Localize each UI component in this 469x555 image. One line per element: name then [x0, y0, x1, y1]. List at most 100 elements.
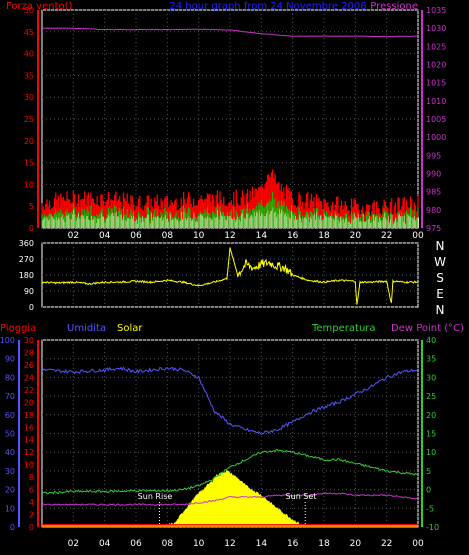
- dir-tick-label: 180: [19, 271, 34, 280]
- temp-tick-label: -10: [426, 523, 439, 532]
- top-x-tick-label: 04: [99, 231, 111, 241]
- wind-label: Forza vento(): [6, 1, 73, 12]
- rain-tick-label: 4: [29, 498, 34, 507]
- humidity-tick-label: 30: [5, 467, 15, 476]
- top-x-tick-label: 08: [162, 231, 174, 241]
- bot-x-tick-label: 18: [318, 539, 330, 549]
- top-left-tick-label: 30: [24, 93, 34, 102]
- rain-tick-label: 24: [24, 373, 34, 382]
- bot-x-tick-label: 22: [381, 539, 392, 549]
- pressure-line: [41, 27, 419, 38]
- top-x-tick-label: 16: [287, 231, 299, 241]
- top-left-tick-label: 15: [24, 159, 34, 168]
- bot-x-tick-label: 04: [99, 539, 111, 549]
- compass-label: W: [434, 255, 446, 269]
- temp-tick-label: 35: [426, 355, 436, 364]
- temp-tick-label: 0: [426, 486, 431, 495]
- top-x-tick-label: 20: [350, 231, 362, 241]
- dir-tick-label: 0: [29, 303, 34, 312]
- top-left-tick-label: 20: [24, 137, 34, 146]
- bot-x-tick-label: 10: [193, 539, 205, 549]
- bot-x-tick-label: 02: [68, 539, 79, 549]
- dewpoint-line: [41, 491, 419, 506]
- temp-tick-label: -5: [426, 504, 434, 513]
- humidity-tick-label: 60: [5, 411, 15, 420]
- rain-tick-label: 10: [24, 461, 34, 470]
- rain-tick-label: 2: [29, 511, 34, 520]
- rain-tick-label: 0: [29, 523, 34, 532]
- top-x-tick-label: 14: [256, 231, 268, 241]
- temp-tick-label: 10: [426, 448, 436, 457]
- top-left-tick-label: 35: [24, 71, 34, 80]
- compass-label: N: [436, 239, 445, 253]
- temp-tick-label: 5: [426, 467, 431, 476]
- dewpoint-label: Dew Point (°C): [391, 323, 464, 334]
- solar-label: Solar: [117, 323, 143, 334]
- top-left-tick-label: 50: [24, 6, 34, 15]
- top-x-tick-label: 22: [381, 231, 392, 241]
- top-right-tick-label: 1025: [426, 42, 446, 51]
- top-right-tick-label: 1000: [426, 133, 446, 142]
- rain-tick-label: 8: [29, 473, 34, 482]
- temperature-label: Temperatura: [311, 323, 376, 334]
- humidity-tick-label: 0: [10, 523, 15, 532]
- humidity-tick-label: 20: [5, 486, 15, 495]
- humidity-tick-label: 50: [5, 430, 15, 439]
- bot-x-tick-label: 06: [130, 539, 142, 549]
- top-left-tick-label: 45: [24, 28, 34, 37]
- temp-tick-label: 25: [426, 392, 436, 401]
- dir-tick-label: 270: [19, 255, 34, 264]
- top-left-tick-label: 40: [24, 50, 34, 59]
- top-right-tick-label: 1035: [426, 6, 446, 15]
- top-right-tick-label: 1005: [426, 115, 446, 124]
- humidity-tick-label: 90: [5, 355, 15, 364]
- bot-x-tick-label: 12: [224, 539, 235, 549]
- rain-tick-label: 26: [24, 361, 34, 370]
- compass-label: N: [436, 303, 445, 317]
- top-right-tick-label: 1030: [426, 24, 446, 33]
- top-right-tick-label: 1020: [426, 61, 446, 70]
- humidity-tick-label: 70: [5, 392, 15, 401]
- top-left-tick-label: 25: [24, 115, 34, 124]
- temp-tick-label: 40: [426, 336, 436, 345]
- top-x-tick-label: 02: [68, 231, 79, 241]
- temperature-line: [41, 448, 419, 495]
- bot-x-tick-label: 20: [350, 539, 362, 549]
- temp-tick-label: 30: [426, 373, 436, 382]
- bot-x-tick-label: 14: [256, 539, 268, 549]
- top-x-tick-label: 10: [193, 231, 205, 241]
- top-left-tick-label: 10: [24, 180, 34, 189]
- dir-tick-label: 90: [24, 287, 34, 296]
- sunrise-label: Sun Rise: [138, 492, 173, 501]
- bot-x-tick-label: 16: [287, 539, 299, 549]
- humidity-tick-label: 80: [5, 373, 15, 382]
- sunset-label: Sun Set: [286, 492, 317, 501]
- rain-label: Pioggia: [0, 323, 36, 334]
- top-right-tick-label: 995: [426, 151, 441, 160]
- top-left-tick-label: 0: [29, 224, 34, 233]
- compass-label: E: [436, 287, 444, 301]
- top-right-tick-label: 985: [426, 188, 441, 197]
- top-right-tick-label: 990: [426, 170, 441, 179]
- graph-title: 24 hour graph from 24 Novembre 2008: [169, 1, 366, 12]
- humidity-tick-label: 40: [5, 448, 15, 457]
- humidity-tick-label: 100: [0, 336, 15, 345]
- rain-tick-label: 16: [24, 423, 34, 432]
- rain-tick-label: 14: [24, 436, 34, 445]
- rain-tick-label: 22: [24, 386, 34, 395]
- pressure-label: Pressione: [370, 1, 418, 12]
- compass-label: S: [436, 271, 444, 285]
- humidity-label: Umidita: [67, 323, 106, 334]
- rain-tick-label: 28: [24, 348, 34, 357]
- top-right-tick-label: 1010: [426, 97, 446, 106]
- rain-tick-label: 6: [29, 486, 34, 495]
- rain-tick-label: 18: [24, 411, 34, 420]
- direction-line: [41, 247, 419, 305]
- humidity-tick-label: 10: [5, 504, 15, 513]
- temp-tick-label: 15: [426, 430, 436, 439]
- humidity-line: [41, 366, 419, 436]
- bot-x-tick-label: 08: [162, 539, 174, 549]
- rain-tick-label: 12: [24, 448, 34, 457]
